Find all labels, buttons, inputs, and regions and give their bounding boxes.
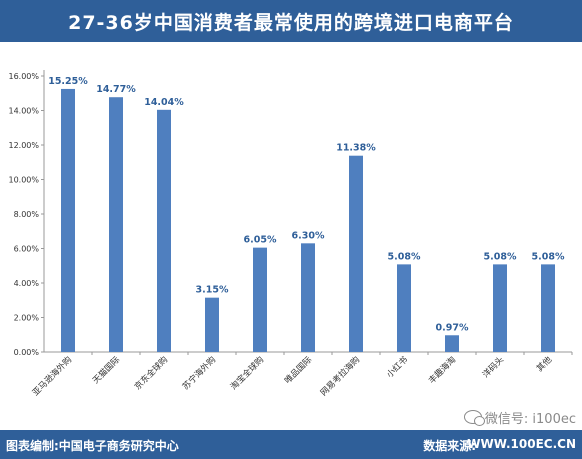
y-tick-label: 4.00% (14, 279, 40, 288)
watermark: 微信号: i100ec (463, 407, 576, 427)
x-tick-label: 京东全球购 (132, 354, 170, 392)
x-tick-label: 亚马逊海外购 (30, 354, 74, 398)
data-label: 14.77% (96, 84, 136, 95)
bar (157, 109, 171, 352)
bar (493, 264, 507, 352)
chart-axes: 0.00% 2.00% 4.00% 6.00% 8.00% 10.00% 12.00% 14.… (8, 70, 573, 357)
x-tick-label: 其他 (534, 354, 554, 374)
data-label: 5.08% (388, 251, 421, 262)
data-label: 5.08% (484, 251, 517, 262)
y-tick-label: 0.00% (14, 348, 40, 357)
bar-chart: 0.00% 2.00% 4.00% 6.00% 8.00% 10.00% 12.00% 14.… (8, 70, 573, 398)
y-tick-label: 6.00% (14, 245, 40, 254)
watermark-text: 微信号: i100ec (484, 411, 576, 427)
data-label: 14.04% (144, 97, 184, 108)
data-label: 11.38% (336, 143, 376, 154)
data-label: 15.25% (48, 76, 88, 87)
y-tick-label: 2.00% (14, 314, 40, 323)
footer-bar: 图表编制:中国电子商务研究中心 数据来源: WWW.100EC.CN (0, 430, 582, 459)
wechat-icon (463, 410, 485, 426)
data-label: 6.30% (292, 230, 325, 241)
bar (349, 155, 363, 352)
y-tick-label: 14.00% (8, 107, 39, 116)
y-tick-label: 10.00% (8, 176, 39, 185)
footer-url: WWW.100EC.CN (467, 437, 576, 451)
x-tick-label: 唯品国际 (282, 354, 314, 386)
x-tick-label: 淘宝全球购 (228, 354, 266, 392)
footer-source-left: 图表编制:中国电子商务研究中心 (6, 439, 179, 453)
y-tick-label: 12.00% (8, 141, 39, 150)
bar (61, 88, 75, 352)
x-tick-label: 小红书 (384, 354, 410, 380)
chart-title-bar: 27-36岁中国消费者最常使用的跨境进口电商平台 (0, 0, 582, 42)
chart-title: 27-36岁中国消费者最常使用的跨境进口电商平台 (68, 11, 514, 34)
bar (445, 335, 459, 352)
footer-source-right: 数据来源: (423, 439, 476, 453)
x-tick-label: 网易考拉海购 (318, 354, 362, 398)
x-tick-label: 洋码头 (480, 354, 506, 380)
y-tick-label: 16.00% (8, 72, 39, 81)
data-label: 6.05% (244, 235, 277, 246)
x-tick-label: 天猫国际 (90, 354, 122, 386)
y-tick-label: 8.00% (14, 210, 40, 219)
bar (205, 297, 219, 352)
bar (301, 243, 315, 352)
data-label: 3.15% (196, 285, 229, 296)
bar (397, 264, 411, 352)
chart-bars (61, 88, 555, 352)
data-label: 0.97% (436, 322, 469, 333)
bar (253, 247, 267, 352)
x-tick-label: 苏宁海外购 (180, 354, 218, 392)
bar (109, 97, 123, 352)
bar (541, 264, 555, 352)
x-tick-label: 丰趣海淘 (426, 354, 458, 386)
data-label: 5.08% (532, 251, 565, 262)
